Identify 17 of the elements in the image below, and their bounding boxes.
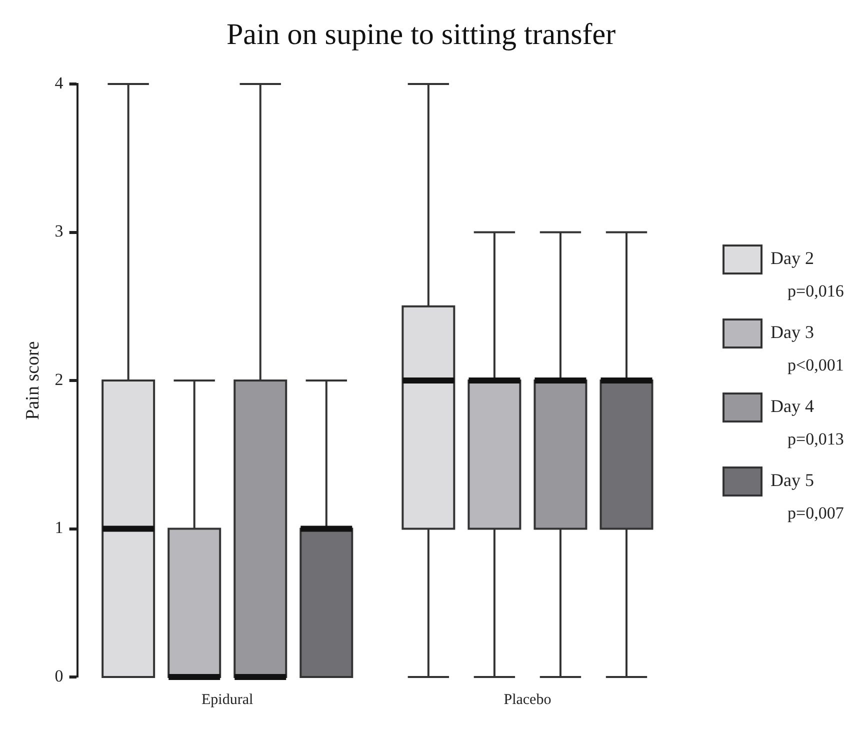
chart-title: Pain on supine to sitting transfer (226, 18, 616, 51)
y-tick-label: 3 (54, 222, 64, 241)
legend-label: Day 2 (770, 248, 814, 268)
y-tick-label: 1 (54, 518, 64, 538)
y-tick-label: 4 (54, 73, 64, 92)
text: p=0,016 (788, 281, 844, 300)
y-axis-title: Pain score (22, 341, 44, 420)
y-tick-label: 2 (54, 370, 64, 389)
legend-label: Day 4 (770, 396, 814, 416)
y-tick-label: 0 (54, 666, 64, 686)
text: p<0,001 (788, 355, 844, 374)
legend-label: Day 5 (770, 470, 814, 490)
text: p=0,007 (788, 503, 844, 522)
text: p=0,013 (788, 429, 844, 448)
x-tick-label: Placebo (504, 692, 552, 708)
legend-label: Day 3 (770, 322, 814, 342)
x-tick-label: Epidural (202, 692, 254, 708)
